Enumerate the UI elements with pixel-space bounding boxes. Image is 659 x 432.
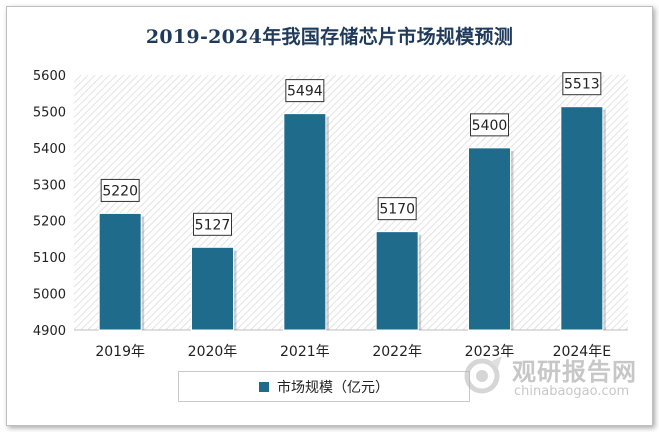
watermark-en: chinabaogao.com xyxy=(514,384,630,399)
data-label: 5400 xyxy=(472,118,508,134)
y-tick-label: 4900 xyxy=(33,324,66,339)
x-tick-label: 2019年 xyxy=(95,344,145,360)
data-label: 5494 xyxy=(287,84,323,100)
legend-swatch xyxy=(259,381,269,392)
x-tick-label: 2022年 xyxy=(372,344,422,360)
x-tick-label: 2021年 xyxy=(280,344,330,360)
data-label-box xyxy=(562,72,602,96)
data-label-box xyxy=(470,113,509,137)
data-label-box xyxy=(285,79,325,103)
bar xyxy=(98,212,142,331)
bar xyxy=(375,231,419,331)
data-label-box xyxy=(193,212,232,236)
data-label: 5513 xyxy=(564,77,600,93)
data-label-box xyxy=(100,178,140,202)
y-tick-label: 5400 xyxy=(33,142,66,157)
bar xyxy=(468,147,511,331)
bar xyxy=(191,246,234,331)
y-tick-label: 5100 xyxy=(33,251,66,266)
y-tick-label: 5500 xyxy=(33,105,66,120)
watermark: 观研报告网 chinabaogao.com xyxy=(462,352,652,408)
data-label-box xyxy=(377,197,417,221)
x-tick-label: 2023年 xyxy=(465,344,515,360)
x-tick-label: 2020年 xyxy=(188,344,238,360)
data-label: 5127 xyxy=(195,217,231,233)
bar xyxy=(560,106,604,331)
plot-area xyxy=(74,75,628,330)
legend: 市场规模（亿元） xyxy=(178,371,470,402)
x-tick-label: 2024年E xyxy=(553,344,611,360)
y-tick-label: 5600 xyxy=(33,69,66,84)
bar xyxy=(283,113,327,331)
data-label: 5220 xyxy=(102,183,138,199)
y-tick-label: 5300 xyxy=(33,178,66,193)
watermark-cn: 观研报告网 xyxy=(512,358,637,386)
legend-label: 市场规模（亿元） xyxy=(277,379,389,396)
watermark-logo-icon xyxy=(464,356,502,394)
data-label: 5170 xyxy=(379,202,415,218)
chart-title: 2019-2024年我国存储芯片市场规模预测 xyxy=(145,26,514,48)
y-tick-label: 5200 xyxy=(33,215,66,230)
y-tick-label: 5000 xyxy=(33,288,66,303)
